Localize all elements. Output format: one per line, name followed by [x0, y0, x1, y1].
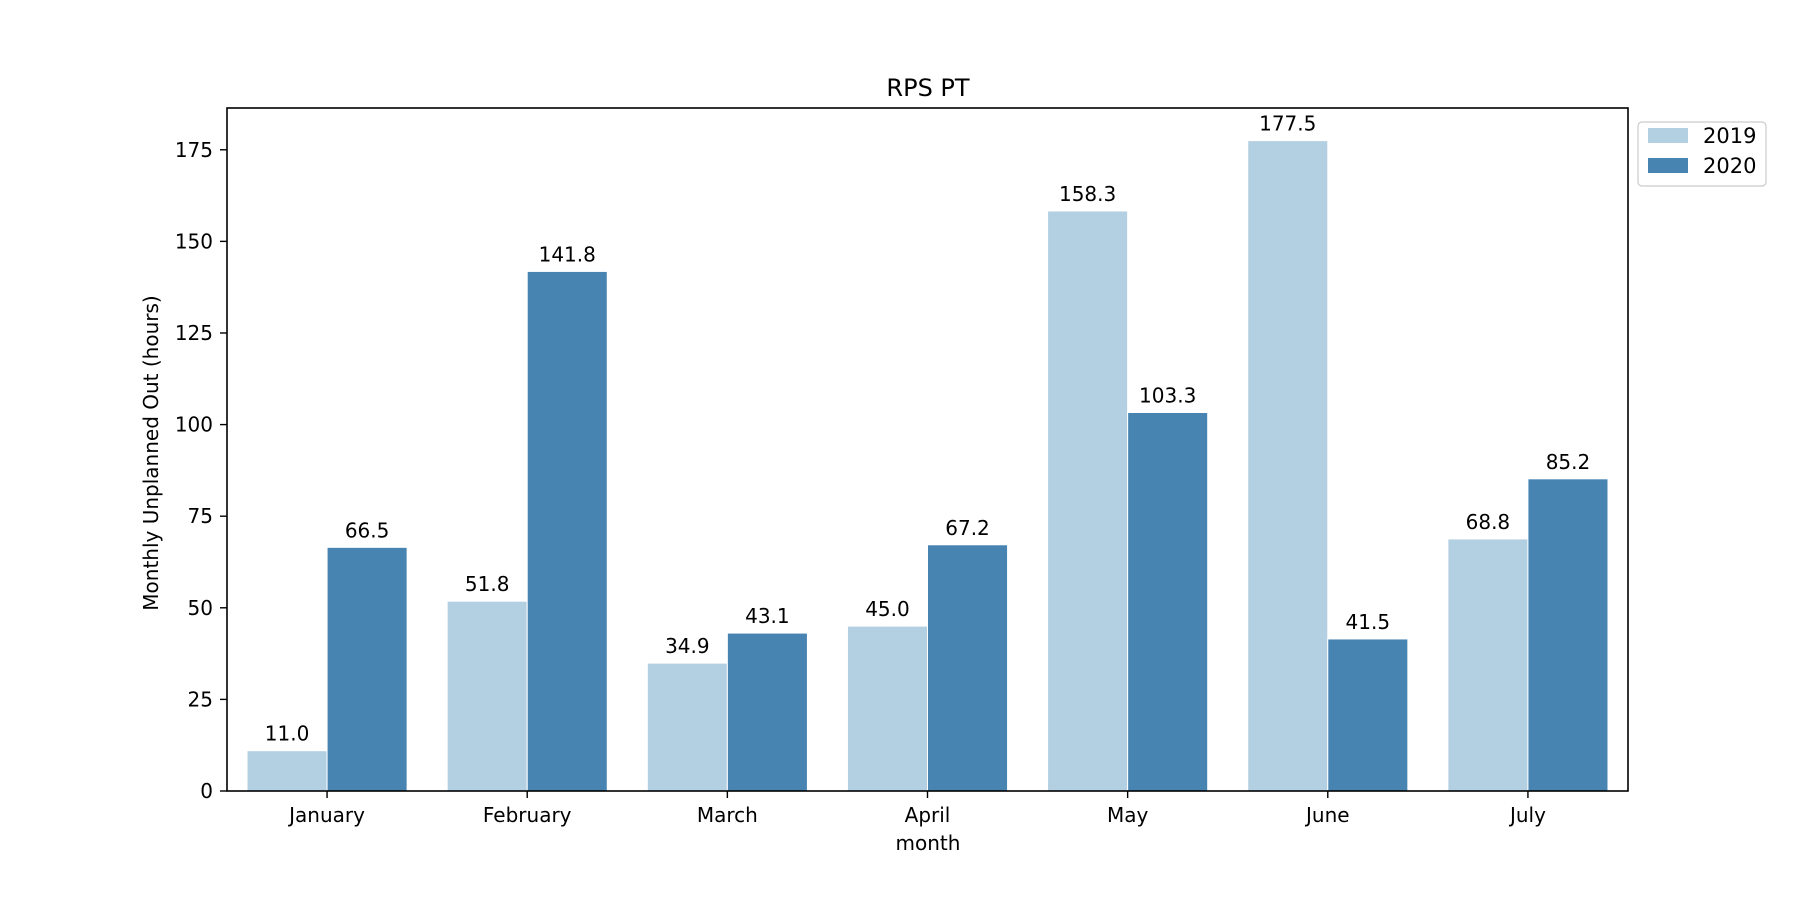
data-label-2020-march: 43.1 [745, 604, 790, 628]
bar-2020-may [1127, 411, 1209, 792]
bar-2019-march [646, 662, 728, 792]
x-tick-label-july: July [1508, 803, 1546, 827]
bar-2019-april [846, 625, 929, 792]
x-tick-label-june: June [1304, 803, 1350, 827]
x-tick-label-january: January [287, 803, 365, 827]
data-label-2020-may: 103.3 [1139, 383, 1196, 407]
data-label-2020-july: 85.2 [1546, 450, 1591, 474]
x-axis: January February March April May June July [287, 791, 1546, 827]
bar-2020-june [1327, 638, 1409, 792]
y-tick-label: 50 [188, 596, 213, 620]
y-tick-label: 0 [200, 779, 213, 803]
data-label-2020-april: 67.2 [945, 516, 990, 540]
data-label-2020-february: 141.8 [539, 242, 596, 266]
data-label-2019-april: 45.0 [865, 597, 910, 621]
data-label-2020-january: 66.5 [345, 518, 390, 542]
chart-title: RPS PT [886, 74, 969, 102]
bar-2020-april [927, 544, 1009, 792]
plot-area: 11.0 51.8 34.9 45.0 158.3 177.5 68.8 66.5 141.8 4… [226, 107, 1629, 792]
y-axis-title: Monthly Unplanned Out (hours) [139, 295, 163, 610]
data-label-2019-february: 51.8 [465, 572, 510, 596]
y-tick-label: 125 [175, 321, 213, 345]
bar-2019-july [1447, 538, 1529, 792]
bar-2019-january [246, 750, 328, 792]
legend: 2019 2020 [1637, 121, 1767, 187]
bar-2020-july [1527, 478, 1609, 792]
data-label-2020-june: 41.5 [1346, 610, 1391, 634]
bar-2019-february [446, 600, 528, 792]
y-tick-label: 150 [175, 229, 213, 253]
bar-2020-february [526, 270, 608, 792]
y-tick-label: 100 [175, 413, 213, 437]
bar-2020-january [326, 546, 408, 792]
legend-label-2019: 2019 [1703, 124, 1756, 148]
bar-2020-march [726, 632, 808, 792]
y-tick-label: 75 [188, 504, 213, 528]
data-label-2019-june: 177.5 [1259, 112, 1316, 136]
x-tick-label-march: March [697, 803, 758, 827]
legend-swatch-2020 [1648, 158, 1688, 173]
bar-2019-may [1047, 210, 1129, 792]
bar-2019-june [1247, 140, 1329, 792]
y-axis: 0 25 50 75 100 125 150 175 [175, 138, 227, 803]
data-label-2019-march: 34.9 [665, 634, 710, 658]
legend-swatch-2019 [1648, 128, 1688, 143]
x-tick-label-april: April [905, 803, 951, 827]
x-tick-label-february: February [483, 803, 572, 827]
legend-label-2020: 2020 [1703, 154, 1756, 178]
x-tick-label-may: May [1107, 803, 1149, 827]
x-axis-title: month [896, 831, 961, 855]
data-label-2019-january: 11.0 [265, 722, 310, 746]
data-label-2019-july: 68.8 [1466, 510, 1511, 534]
y-tick-label: 25 [188, 687, 213, 711]
data-label-2019-may: 158.3 [1059, 182, 1116, 206]
y-tick-label: 175 [175, 138, 213, 162]
